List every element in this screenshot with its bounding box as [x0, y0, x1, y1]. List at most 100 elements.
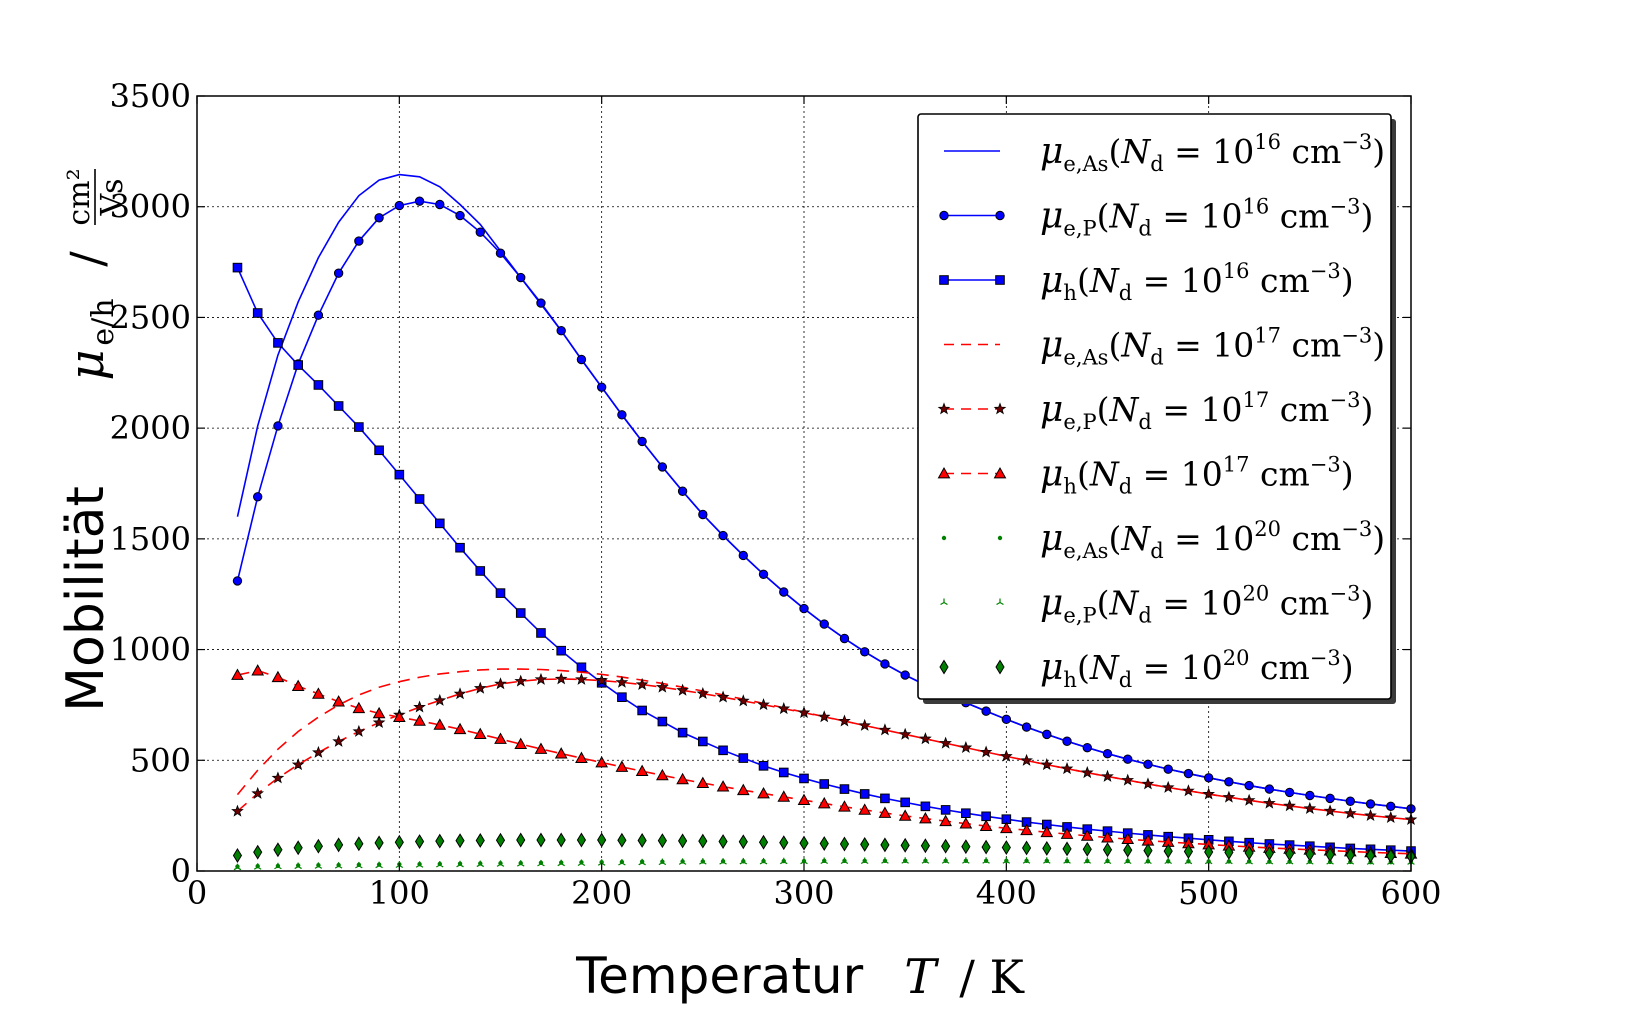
data-point [1143, 843, 1153, 859]
data-point [1040, 758, 1054, 771]
data-point [1062, 841, 1072, 857]
data-point [394, 200, 405, 211]
legend-marker [996, 598, 1004, 606]
data-point [312, 745, 325, 758]
data-point [1224, 844, 1234, 860]
data-point [435, 833, 445, 849]
data-point [1285, 846, 1295, 862]
data-point [919, 811, 932, 824]
data-point [638, 858, 646, 866]
data-point [898, 809, 912, 821]
x-tick-label: 600 [1380, 874, 1441, 912]
data-point [273, 338, 283, 348]
data-point [858, 718, 872, 731]
data-point [374, 445, 384, 456]
data-point [880, 659, 890, 669]
data-point [252, 308, 263, 318]
y-axis-separator: / [60, 251, 114, 267]
data-point [1021, 722, 1032, 732]
series-9 [232, 832, 1416, 864]
data-point [699, 858, 707, 865]
data-point [1060, 762, 1074, 775]
data-point [332, 734, 345, 747]
data-point [1183, 844, 1194, 859]
data-point [1000, 749, 1013, 762]
data-point [1102, 842, 1113, 858]
y-axis-unit-numerator: cm² [62, 168, 97, 225]
data-point [374, 213, 384, 223]
data-point [576, 832, 587, 848]
legend-box [917, 113, 1392, 700]
data-point [656, 768, 669, 781]
data-point [635, 764, 649, 777]
x-axis-label: Temperatur T / K [575, 947, 1025, 1005]
data-point [352, 701, 366, 714]
data-point [780, 857, 788, 865]
data-point [637, 705, 647, 716]
data-point [291, 758, 305, 771]
data-point [718, 530, 728, 541]
data-point [1204, 844, 1214, 860]
data-point [920, 838, 930, 854]
series-6 [231, 664, 1418, 859]
data-point [354, 836, 364, 852]
data-point [1305, 790, 1315, 801]
data-point [939, 736, 952, 749]
data-point [1384, 810, 1398, 824]
data-point [738, 834, 748, 850]
legend: μe,As(Nd = 1016 cm−3) μe,P(Nd = 1016 cm−3… [917, 113, 1396, 704]
y-axis-subscript: e/h [86, 298, 121, 345]
data-point [1305, 846, 1315, 862]
legend-item-2: μe,P(Nd = 1016 cm−3) [939, 195, 1373, 241]
data-point [635, 677, 649, 690]
data-point [617, 832, 627, 848]
series-group [231, 173, 1418, 871]
legend-marker [939, 275, 949, 285]
data-point [961, 839, 971, 855]
data-point [982, 857, 990, 864]
legend-item-5: μe,P(Nd = 1017 cm−3) [937, 388, 1373, 434]
data-point [637, 832, 647, 848]
data-point [1386, 848, 1396, 864]
y-tick-label: 1500 [110, 520, 191, 558]
data-point [1163, 843, 1173, 859]
data-point [1303, 801, 1317, 814]
data-point [392, 710, 406, 723]
data-point [473, 681, 487, 694]
data-point [839, 784, 850, 794]
data-point [919, 732, 932, 745]
data-point [453, 722, 467, 735]
data-point [273, 421, 283, 431]
data-point [1242, 793, 1256, 806]
data-point [900, 797, 910, 808]
data-point [797, 793, 811, 806]
data-point [615, 760, 629, 772]
legend-marker [939, 210, 949, 221]
data-point [516, 272, 526, 283]
data-point [251, 786, 265, 799]
data-point [860, 857, 869, 864]
data-point [1121, 773, 1135, 786]
data-point [838, 800, 851, 812]
data-point [716, 690, 730, 703]
data-point [475, 566, 486, 576]
data-point [413, 700, 426, 713]
data-point [839, 633, 850, 644]
data-point [839, 836, 850, 852]
y-tick-label: 0 [171, 852, 191, 890]
data-point [294, 862, 302, 870]
y-tick-label: 2500 [110, 298, 191, 336]
data-point [554, 672, 568, 685]
data-point [595, 673, 608, 686]
data-point [1123, 754, 1133, 764]
data-point [1264, 784, 1275, 794]
data-point [777, 702, 791, 715]
data-point [676, 772, 689, 785]
data-point [838, 714, 851, 727]
data-point [677, 727, 688, 738]
data-point [698, 833, 708, 849]
data-point [860, 836, 870, 852]
data-point [941, 857, 950, 864]
data-point [658, 858, 667, 866]
legend-label: μe,As(Nd = 1020 cm−3) [1040, 517, 1385, 563]
